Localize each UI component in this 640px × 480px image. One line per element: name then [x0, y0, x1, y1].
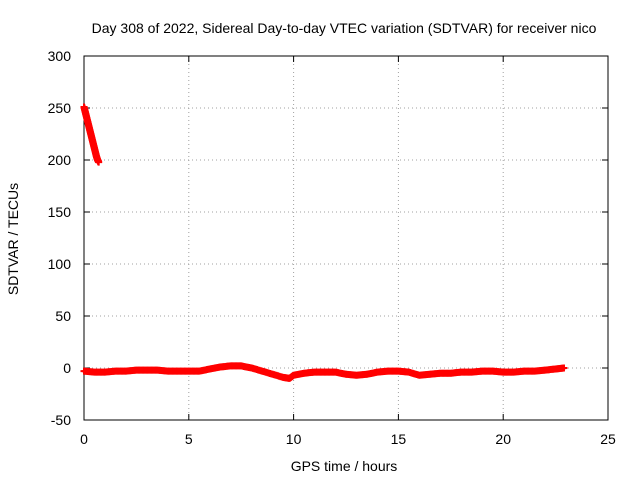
x-tick-label: 0 — [80, 431, 88, 447]
tick-labels: 0 5 10 15 20 25 -50 0 50 100 150 200 250 300 — [48, 48, 616, 447]
y-tick-label: -50 — [51, 412, 71, 428]
x-axis-label: GPS time / hours — [291, 458, 398, 474]
x-tick-label: 25 — [600, 431, 616, 447]
y-tick-label: 50 — [55, 308, 71, 324]
x-tick-label: 15 — [391, 431, 407, 447]
data-point — [95, 158, 103, 166]
chart-title: Day 308 of 2022, Sidereal Day-to-day VTE… — [92, 20, 597, 36]
data-points — [80, 103, 568, 382]
data-point — [560, 364, 568, 372]
y-axis-label: SDTVAR / TECUs — [5, 183, 21, 295]
y-tick-label: 0 — [63, 360, 71, 376]
plot-frame — [83, 55, 609, 421]
y-tick-label: 100 — [48, 256, 72, 272]
y-tick-label: 250 — [48, 100, 72, 116]
y-tick-label: 300 — [48, 48, 72, 64]
y-tick-label: 200 — [48, 152, 72, 168]
x-tick-label: 5 — [185, 431, 193, 447]
y-tick-label: 150 — [48, 204, 72, 220]
x-tick-label: 20 — [495, 431, 511, 447]
x-tick-label: 10 — [286, 431, 302, 447]
